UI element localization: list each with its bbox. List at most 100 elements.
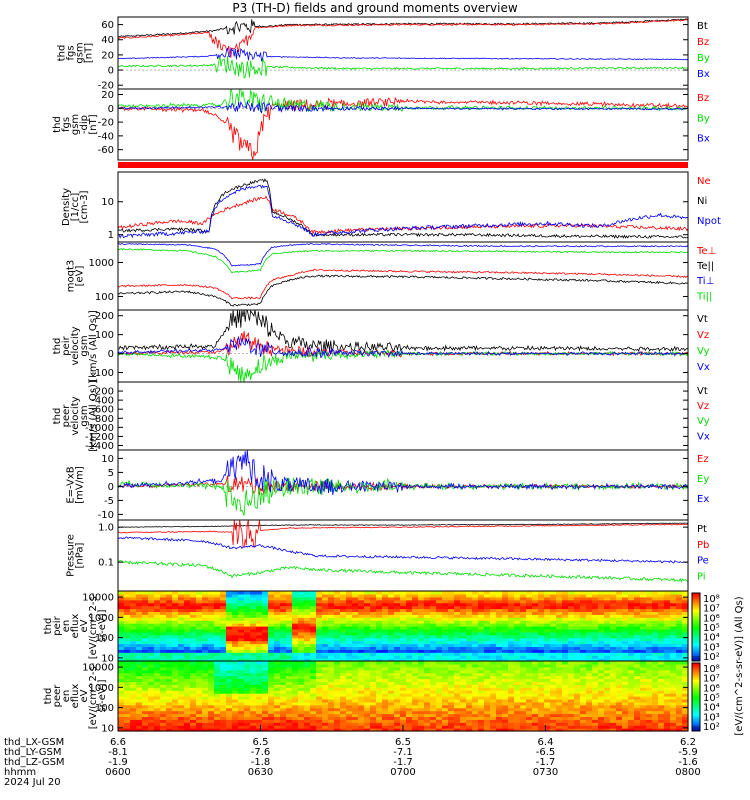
heatmap-cell (610, 666, 617, 671)
heatmap-cell (118, 626, 125, 630)
heatmap-cell (166, 649, 173, 653)
heatmap-cell (640, 637, 647, 642)
heatmap-cell (496, 602, 503, 607)
heatmap-cell (598, 725, 605, 729)
heatmap-cell (454, 643, 461, 648)
heatmap-cell (292, 628, 299, 633)
heatmap-cell (526, 725, 533, 729)
heatmap-cell (202, 716, 209, 720)
heatmap-cell (556, 634, 563, 639)
heatmap-cell (274, 672, 281, 677)
heatmap-cell (160, 719, 167, 723)
heatmap-cell (574, 649, 581, 653)
heatmap-cell (502, 646, 509, 650)
heatmap-cell (244, 652, 251, 656)
y-tick-label: -400 (91, 396, 114, 407)
heatmap-cell (532, 696, 539, 700)
heatmap-cell (532, 608, 539, 613)
heatmap-cell (682, 591, 689, 595)
heatmap-cell (160, 623, 167, 627)
heatmap-cell (508, 596, 515, 601)
heatmap-cell (268, 623, 275, 627)
heatmap-cell (340, 614, 347, 618)
heatmap-cell (562, 596, 569, 601)
heatmap-cell (328, 608, 335, 613)
heatmap-cell (286, 672, 293, 677)
colorbar-tick: 10³ (703, 642, 720, 653)
heatmap-cell (244, 666, 251, 671)
heatmap-cell (274, 658, 281, 662)
colorbar-swatch (692, 650, 700, 653)
heatmap-cell (598, 628, 605, 633)
heatmap-cell (220, 643, 227, 648)
heatmap-cell (496, 646, 503, 650)
heatmap-cell (376, 617, 383, 621)
heatmap-cell (670, 596, 677, 601)
heatmap-cell (256, 637, 263, 642)
heatmap-cell (532, 725, 539, 729)
heatmap-cell (130, 614, 137, 618)
heatmap-cell (232, 634, 239, 639)
heatmap-cell (172, 611, 179, 615)
heatmap-cell (580, 617, 587, 621)
heatmap-cell (226, 684, 233, 688)
heatmap-cell (178, 637, 185, 642)
heatmap-cell (676, 666, 683, 671)
heatmap-cell (268, 719, 275, 723)
heatmap-cell (406, 693, 413, 697)
date-label: 2024 Jul 20 (4, 777, 61, 788)
heatmap-cell (280, 678, 287, 683)
heatmap-cell (304, 637, 311, 642)
heatmap-cell (424, 655, 431, 659)
heatmap-cell (682, 596, 689, 601)
panel-frame (117, 381, 689, 451)
colorbar-swatch (692, 666, 700, 669)
heatmap-cell (130, 611, 137, 615)
heatmap-cell (178, 602, 185, 607)
heatmap-cell (292, 687, 299, 691)
y-tick-label: 0 (108, 66, 114, 77)
heatmap-cell (304, 707, 311, 712)
heatmap-cell (190, 599, 197, 604)
heatmap-cell (478, 728, 485, 732)
heatmap-cell (154, 722, 161, 726)
heatmap-cell (598, 608, 605, 613)
heatmap-cell (406, 675, 413, 680)
heatmap-cell (640, 690, 647, 694)
heatmap-cell (610, 701, 617, 706)
heatmap-cell (190, 663, 197, 668)
heatmap-cell (172, 675, 179, 680)
heatmap-cell (436, 687, 443, 691)
heatmap-cell (142, 591, 149, 595)
y-tick-label: 100 (95, 703, 114, 714)
y-axis-label: gsm (79, 335, 90, 356)
heatmap-cell (418, 690, 425, 694)
series-line-bz (117, 96, 689, 160)
heatmap-cell (490, 599, 497, 604)
heatmap-cell (232, 602, 239, 607)
heatmap-cell (418, 716, 425, 720)
heatmap-cell (304, 701, 311, 706)
heatmap-cell (424, 631, 431, 636)
heatmap-cell (166, 719, 173, 723)
heatmap-cell (400, 652, 407, 656)
heatmap-cell (556, 707, 563, 712)
heatmap-cell (598, 693, 605, 697)
heatmap-cell (346, 707, 353, 712)
heatmap-cell (574, 698, 581, 703)
heatmap-cell (214, 693, 221, 697)
heatmap-cell (358, 596, 365, 601)
heatmap-cell (436, 652, 443, 656)
heatmap-cell (268, 614, 275, 618)
heatmap-cell (310, 655, 317, 659)
heatmap-cell (442, 655, 449, 659)
heatmap-cell (526, 713, 533, 718)
heatmap-cell (256, 669, 263, 674)
heatmap-cell (394, 684, 401, 688)
heatmap-cell (616, 696, 623, 700)
heatmap-cell (202, 719, 209, 723)
heatmap-cell (292, 710, 299, 715)
heatmap-cell (190, 678, 197, 683)
heatmap-cell (388, 649, 395, 653)
heatmap-cell (196, 620, 203, 624)
